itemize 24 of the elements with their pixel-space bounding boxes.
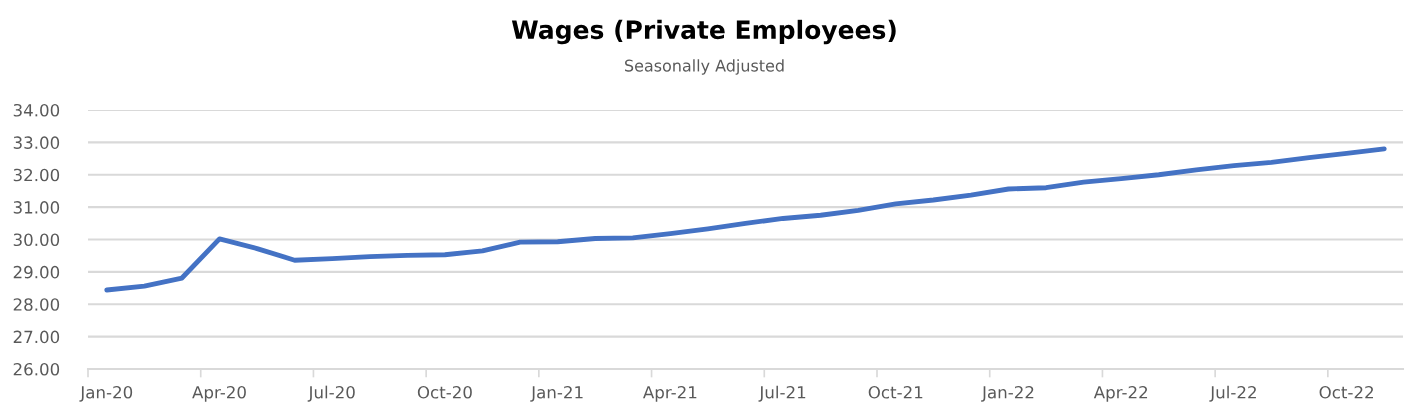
y-tick-label: 26.00 (13, 362, 60, 376)
y-tick-label: 33.00 (13, 136, 60, 149)
x-tick-label: Jul-22 (1209, 385, 1256, 402)
x-tick-label: Apr-21 (642, 385, 697, 402)
line-series (104, 146, 1387, 293)
x-tick-label: Jan-20 (79, 385, 133, 402)
x-tick-label: Oct-21 (868, 385, 923, 399)
y-tick-label: 30.00 (13, 233, 60, 247)
chart-subtitle: Seasonally Adjusted (625, 59, 784, 75)
x-tick-label: Jan-22 (981, 385, 1034, 402)
x-tick-label: Oct-20 (417, 385, 472, 399)
chart-title: Wages (Private Employees) (511, 19, 896, 45)
x-tick-label: Jan-21 (530, 385, 583, 402)
x-tick-label: Jul-20 (307, 385, 355, 402)
y-tick-label: 29.00 (13, 265, 60, 279)
y-tick-label: 28.00 (13, 298, 60, 311)
x-tick-label: Oct-22 (1319, 385, 1373, 399)
y-tick-label: 32.00 (13, 168, 60, 182)
x-tick-label: Apr-22 (1093, 385, 1148, 402)
y-tick-label: 31.00 (13, 201, 60, 214)
x-tick-label: Apr-20 (192, 385, 246, 402)
x-tick-label: Jul-21 (758, 385, 806, 402)
y-tick-label: 27.00 (13, 330, 60, 344)
y-tick-label: 34.00 (13, 103, 60, 117)
